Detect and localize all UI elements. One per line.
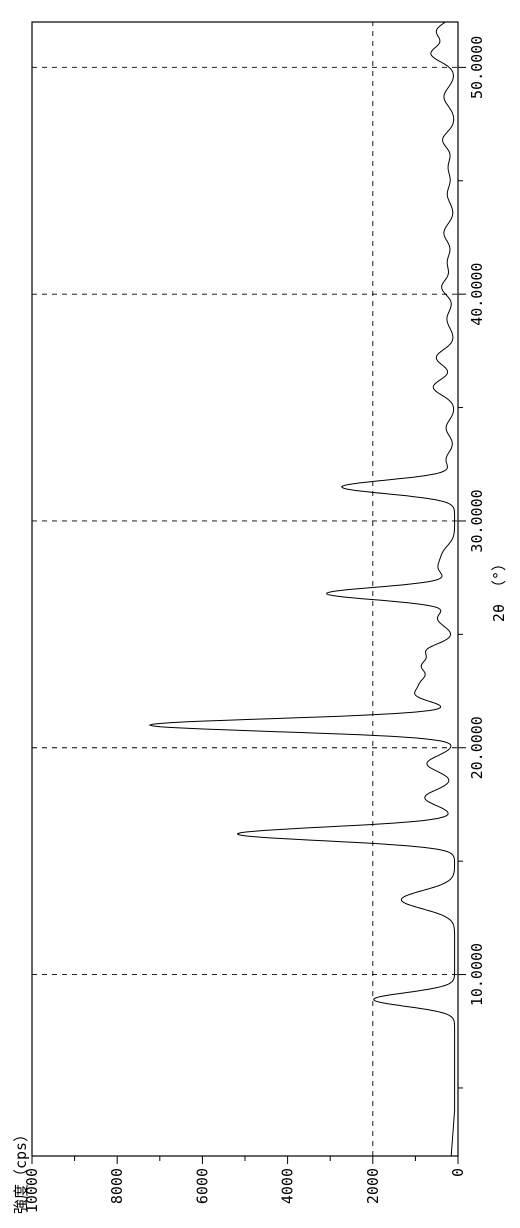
svg-text:6000: 6000 [193,1168,211,1204]
chart-container: 10.0000 20.0000 30.0000 40.0000 50.0000 0 2000… [0,0,520,1228]
svg-text:8000: 8000 [108,1168,126,1204]
svg-text:40.0000: 40.0000 [468,263,486,326]
svg-text:30.0000: 30.0000 [468,489,486,552]
svg-text:10.0000: 10.0000 [468,943,486,1006]
y-axis-label: 強度（cps） [12,1127,30,1214]
svg-text:0: 0 [449,1168,467,1177]
spectrum-trace [150,22,455,1156]
svg-text:50.0000: 50.0000 [468,36,486,99]
xrd-chart: 10.0000 20.0000 30.0000 40.0000 50.0000 0 2000… [0,0,520,1228]
svg-text:2000: 2000 [364,1168,382,1204]
x-axis-label: 2θ （°） [490,556,508,622]
svg-text:20.0000: 20.0000 [468,716,486,779]
svg-text:4000: 4000 [279,1168,297,1204]
